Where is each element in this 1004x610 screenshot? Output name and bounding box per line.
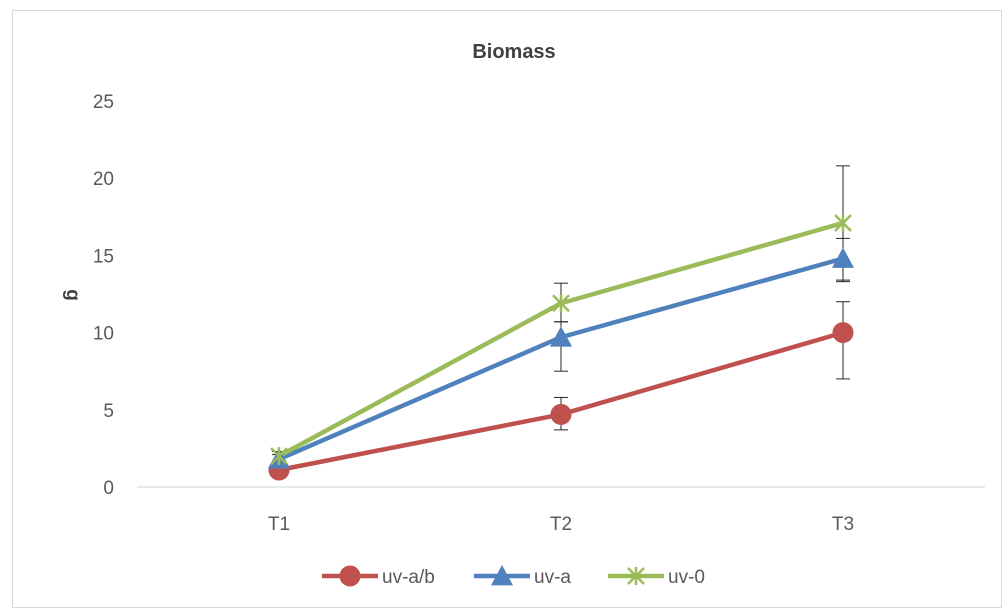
legend-label: uv-0 [668, 567, 705, 588]
legend-item: uv-a [474, 565, 571, 588]
x-tick-label: T2 [550, 514, 572, 535]
error-bars [272, 165, 850, 476]
chart-frame [12, 10, 1002, 608]
legend-label: uv-a [534, 567, 571, 588]
y-tick-label: 0 [103, 478, 114, 499]
chart-title: Biomass [472, 41, 555, 63]
y-ticks: 0 5 10 15 20 25 [93, 92, 114, 499]
y-tick-label: 25 [93, 92, 114, 113]
data-point [832, 247, 854, 268]
legend: uv-a/b uv-a uv-0 [322, 565, 705, 588]
y-tick-label: 10 [93, 324, 114, 345]
data-point [550, 326, 572, 347]
legend-label: uv-a/b [382, 567, 435, 588]
x-tick-label: T1 [268, 514, 290, 535]
data-point [627, 567, 645, 585]
y-axis-label: g [62, 289, 83, 301]
series-markers [268, 213, 854, 481]
y-tick-label: 5 [103, 401, 114, 422]
data-point [270, 447, 288, 466]
data-point [339, 565, 361, 587]
legend-item: uv-a/b [322, 565, 435, 588]
y-tick-label: 20 [93, 169, 114, 190]
x-axis: T1 T2 T3 [137, 486, 985, 535]
y-tick-label: 15 [93, 246, 114, 267]
x-tick-label: T3 [832, 514, 854, 535]
legend-item: uv-0 [608, 567, 705, 588]
data-point [550, 403, 572, 425]
data-point [834, 213, 852, 232]
data-point [552, 294, 570, 313]
data-point [491, 565, 513, 586]
data-point [832, 322, 854, 344]
